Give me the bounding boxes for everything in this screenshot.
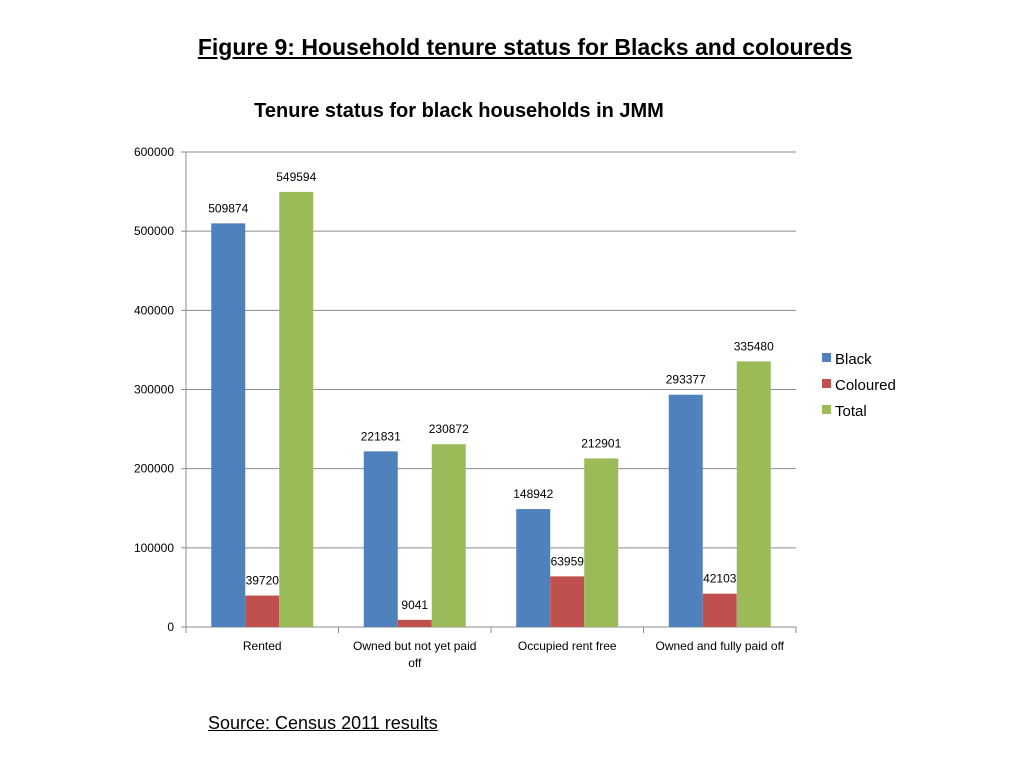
bar-coloured: [245, 595, 280, 627]
data-label: 212901: [581, 436, 621, 450]
data-label: 42103: [703, 572, 737, 586]
legend-swatch-coloured: [822, 379, 831, 388]
y-axis: 0 100000 200000 300000 400000 500000 600000: [134, 145, 187, 634]
x-tick-label-line: Occupied rent free: [518, 639, 617, 653]
y-tick-label: 300000: [134, 383, 174, 397]
bar-coloured: [550, 576, 585, 627]
x-axis: Rented Owned but not yet paid off Occupied …: [185, 626, 797, 670]
bar-total: [584, 458, 619, 627]
bar-black: [668, 394, 703, 627]
bar-total: [736, 361, 771, 627]
bars: [211, 191, 771, 628]
data-label: 39720: [246, 574, 280, 588]
figure-title: Figure 9: Household tenure status for Bl…: [197, 34, 853, 60]
data-label: 148942: [513, 487, 553, 501]
x-tick-label-line: Owned and fully paid off: [655, 639, 784, 653]
data-label: 230872: [429, 422, 469, 436]
data-labels: 509874 39720 549594 221831 9041 230872 148942 6…: [208, 170, 774, 612]
bar-coloured: [702, 593, 737, 627]
x-tick-label-line: Owned but not yet paid: [353, 639, 476, 653]
y-tick-label: 200000: [134, 462, 174, 476]
legend-label-total: Total: [835, 403, 867, 420]
x-tick-label-line: off: [408, 656, 422, 670]
legend-label-coloured: Coloured: [835, 377, 896, 394]
data-label: 221831: [361, 429, 401, 443]
bar-black: [211, 223, 246, 628]
bar-total: [279, 191, 314, 627]
bar-coloured: [397, 619, 432, 627]
y-tick-label: 400000: [134, 303, 174, 317]
data-label: 549594: [276, 170, 316, 184]
y-tick-label: 500000: [134, 224, 174, 238]
x-tick-label: Occupied rent free: [518, 639, 617, 653]
x-tick-label: Owned and fully paid off: [655, 639, 784, 653]
source-note: Source: Census 2011 results: [208, 713, 438, 733]
legend-swatch-total: [822, 405, 831, 414]
data-label: 63959: [551, 554, 585, 568]
bar-black: [363, 451, 398, 627]
legend: Black Coloured Total: [822, 351, 896, 420]
bar-black: [516, 509, 551, 627]
chart-title: Tenure status for black households in JM…: [254, 100, 664, 122]
y-tick-label: 100000: [134, 541, 174, 555]
data-label: 293377: [666, 373, 706, 387]
x-tick-label-line: Rented: [243, 639, 282, 653]
gridlines: [186, 151, 796, 549]
x-tick-label: Owned but not yet paid off: [353, 639, 476, 670]
data-label: 9041: [401, 598, 428, 612]
x-tick-label: Rented: [243, 639, 282, 653]
y-tick-label: 0: [167, 620, 174, 634]
legend-label-black: Black: [835, 351, 872, 368]
y-tick-label: 600000: [134, 145, 174, 159]
data-label: 509874: [208, 201, 248, 215]
bar-total: [431, 444, 466, 627]
data-label: 335480: [734, 339, 774, 353]
legend-swatch-black: [822, 353, 831, 362]
